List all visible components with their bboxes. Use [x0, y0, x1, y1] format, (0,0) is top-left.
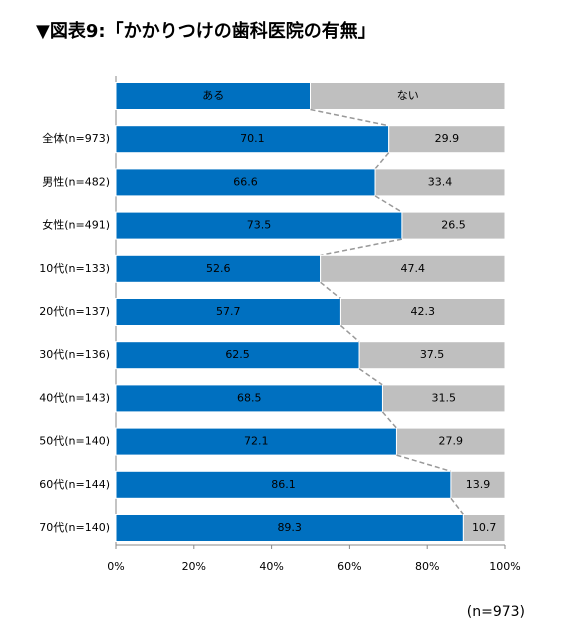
- connector: [358, 368, 383, 386]
- data-label: 33.4: [428, 175, 453, 188]
- bar-segment: [450, 470, 506, 499]
- bar-segment: [358, 341, 506, 370]
- y-tick-label: 30代(n=136): [39, 348, 110, 361]
- bar-segment: [115, 211, 403, 240]
- connector: [396, 454, 452, 473]
- bar-segment: [115, 254, 322, 283]
- bar-segment: [115, 341, 360, 370]
- bar-segment: [115, 514, 464, 542]
- y-tick-label: 70代(n=140): [39, 521, 110, 534]
- y-tick-label: 50代(n=140): [39, 435, 110, 448]
- data-label: 66.6: [233, 175, 258, 188]
- bar-segment: [115, 168, 376, 197]
- legend-swatch: [310, 82, 506, 110]
- y-tick-label: 60代(n=144): [39, 478, 110, 491]
- data-label: 42.3: [410, 305, 435, 318]
- data-label: 73.5: [247, 219, 272, 232]
- bar-segment: [115, 470, 452, 499]
- connector: [339, 324, 360, 343]
- bar-segment: [320, 254, 506, 283]
- data-label: 52.6: [206, 262, 231, 275]
- bar-segment: [115, 298, 341, 326]
- y-tick-label: 全体(n=973): [42, 131, 110, 145]
- data-label: 89.3: [277, 521, 302, 534]
- bar-segment: [462, 514, 506, 542]
- connector: [450, 497, 464, 515]
- y-tick-label: 10代(n=133): [39, 262, 110, 275]
- sample-note: (n=973): [467, 604, 525, 620]
- y-tick-label: 20代(n=137): [39, 305, 110, 318]
- connector: [310, 108, 389, 127]
- chart-title: ▼図表9:「かかりつけの歯科医院の有無」: [36, 20, 376, 42]
- data-label: 27.9: [438, 435, 463, 448]
- bar-segment: [401, 211, 506, 240]
- y-tick-label: 男性(n=482): [42, 174, 110, 188]
- connector: [381, 411, 398, 429]
- x-tick-label: 0%: [107, 560, 124, 573]
- y-tick-label: 女性(n=491): [42, 218, 110, 232]
- x-tick-label: 60%: [337, 560, 361, 573]
- data-label: 72.1: [244, 435, 269, 448]
- bar-segment: [115, 384, 383, 413]
- bar-segment: [115, 427, 397, 456]
- data-label: 70.1: [240, 132, 265, 145]
- data-label: 29.9: [435, 132, 460, 145]
- x-tick-label: 80%: [415, 560, 439, 573]
- data-label: 13.9: [466, 478, 491, 491]
- x-tick-label: 100%: [489, 560, 520, 573]
- x-tick-label: 40%: [259, 560, 283, 573]
- legend-swatch: [115, 82, 311, 110]
- y-tick-label: 40代(n=143): [39, 391, 110, 404]
- data-label: 62.5: [225, 348, 250, 361]
- data-label: 26.5: [441, 219, 466, 232]
- data-label: 10.7: [472, 521, 497, 534]
- bar-segment: [381, 384, 506, 413]
- data-label: 47.4: [401, 262, 426, 275]
- x-tick-label: 20%: [182, 560, 206, 573]
- data-label: 86.1: [271, 478, 296, 491]
- bar-segment: [388, 125, 506, 154]
- connector: [320, 238, 403, 257]
- data-label: 57.7: [216, 305, 241, 318]
- data-label: 37.5: [420, 348, 445, 361]
- connector: [374, 195, 403, 213]
- bar-segment: [339, 298, 506, 326]
- connector: [320, 281, 341, 300]
- connector: [374, 152, 390, 170]
- legend-label: ない: [397, 89, 419, 102]
- legend-label: ある: [202, 89, 224, 102]
- bar-segment: [395, 427, 506, 456]
- data-label: 68.5: [237, 391, 262, 404]
- data-label: 31.5: [431, 391, 456, 404]
- bar-segment: [374, 168, 506, 197]
